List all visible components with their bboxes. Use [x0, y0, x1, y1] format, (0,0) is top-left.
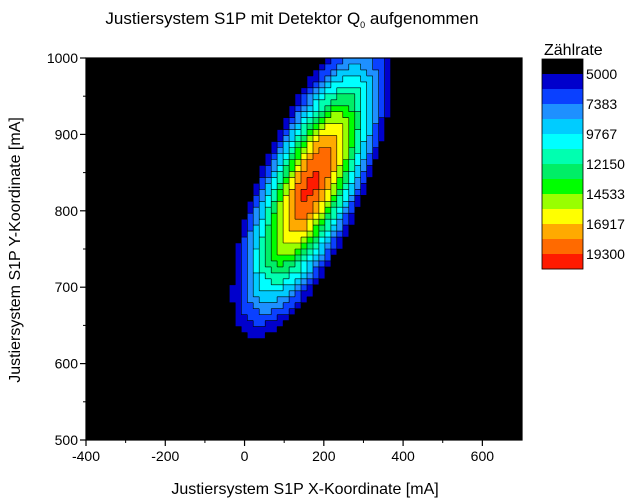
y-tick-label: 900 — [55, 126, 79, 142]
chart-title-main: Justiersystem S1P mit Detektor Q — [105, 9, 360, 28]
y-tick-label: 800 — [55, 203, 79, 219]
legend-color-box — [542, 59, 583, 75]
chart-title-subscript: 0 — [360, 20, 365, 30]
legend-color-box — [542, 254, 583, 270]
legend-color-box — [542, 104, 583, 120]
x-tick-label: -200 — [151, 448, 179, 464]
legend-label: 7383 — [586, 96, 617, 112]
legend: 5000 7383 9767 12150 14533 16917 19300 — [541, 58, 625, 270]
y-tick-label: 1000 — [47, 50, 78, 66]
x-tick-label: 400 — [391, 448, 415, 464]
y-tick-label: 600 — [55, 356, 79, 372]
contour-lines — [229, 58, 391, 339]
legend-label: 16917 — [586, 216, 625, 232]
legend-label: 9767 — [586, 126, 617, 142]
legend-color-box — [542, 194, 583, 210]
x-tick-label: 200 — [312, 448, 336, 464]
x-axis-label: Justiersystem S1P X-Koordinate [mA] — [171, 481, 438, 498]
legend-color-box — [542, 134, 583, 150]
legend-label: 12150 — [586, 156, 625, 172]
legend-label: 5000 — [586, 66, 617, 82]
legend-color-box — [542, 74, 583, 90]
legend-color-box — [542, 239, 583, 255]
y-tick-label: 500 — [55, 432, 79, 448]
x-tick-label: 0 — [241, 448, 249, 464]
x-tick-label: 600 — [471, 448, 495, 464]
legend-color-box — [542, 224, 583, 240]
legend-color-box — [542, 149, 583, 165]
legend-label: 19300 — [586, 246, 625, 262]
x-tick-label: -400 — [72, 448, 100, 464]
legend-title: Zählrate — [544, 42, 603, 59]
y-axis-label: Justiersystem S1P Y-Koordinate [mA] — [7, 117, 24, 383]
chart-title: Justiersystem S1P mit Detektor Q0 aufgen… — [105, 9, 478, 30]
y-tick-label: 700 — [55, 279, 79, 295]
axes: -400 -200 0 200 400 600 500 600 700 800 900 1000 — [47, 50, 523, 464]
legend-color-box — [542, 179, 583, 195]
chart-title-rest: aufgenommen — [365, 9, 478, 28]
legend-color-box — [542, 164, 583, 180]
legend-color-box — [542, 89, 583, 105]
legend-color-box — [542, 119, 583, 135]
plot-area — [86, 58, 522, 440]
legend-label: 14533 — [586, 186, 625, 202]
legend-color-box — [542, 209, 583, 225]
legend-frame — [541, 58, 584, 270]
